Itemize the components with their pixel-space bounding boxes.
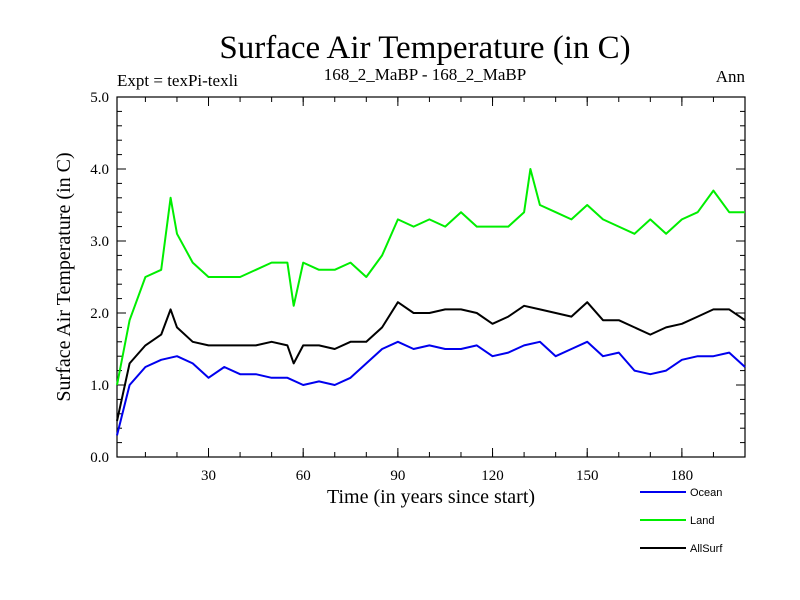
x-tick-label: 180 (671, 468, 694, 484)
x-axis: 30 60 90 120 150 180 (144, 97, 746, 484)
x-tick-label: 120 (481, 468, 504, 484)
chart-title: Surface Air Temperature (in C) (219, 30, 630, 66)
y-tick-label: 4.0 (90, 162, 109, 178)
y-tick-label: 0.0 (90, 450, 109, 466)
subtitle-center: 168_2_MaBP - 168_2_MaBP (324, 65, 526, 84)
x-axis-label: Time (in years since start) (327, 486, 535, 508)
x-tick-label: 60 (296, 468, 311, 484)
legend-label-allsurf: AllSurf (690, 543, 723, 555)
legend: Ocean Land AllSurf (640, 487, 723, 555)
y-axis: 0.0 1.0 2.0 3.0 4.0 5.0 (90, 90, 745, 466)
y-axis-label: Surface Air Temperature (in C) (53, 152, 75, 401)
plot-frame (116, 96, 746, 458)
subtitle-right: Ann (716, 67, 746, 86)
series-layer (116, 168, 746, 436)
y-tick-label: 3.0 (90, 234, 109, 250)
subtitle-left: Expt = texPi-texli (117, 71, 238, 90)
y-tick-label: 2.0 (90, 306, 109, 322)
series-line-allsurf (116, 301, 746, 422)
y-tick-label: 1.0 (90, 378, 109, 394)
x-tick-label: 90 (390, 468, 405, 484)
legend-label-ocean: Ocean (690, 487, 722, 499)
series-line-ocean (116, 340, 746, 436)
x-tick-label: 150 (576, 468, 599, 484)
y-tick-label: 5.0 (90, 90, 109, 106)
x-tick-label: 30 (201, 468, 216, 484)
series-line-land (116, 168, 745, 386)
legend-label-land: Land (690, 515, 714, 527)
